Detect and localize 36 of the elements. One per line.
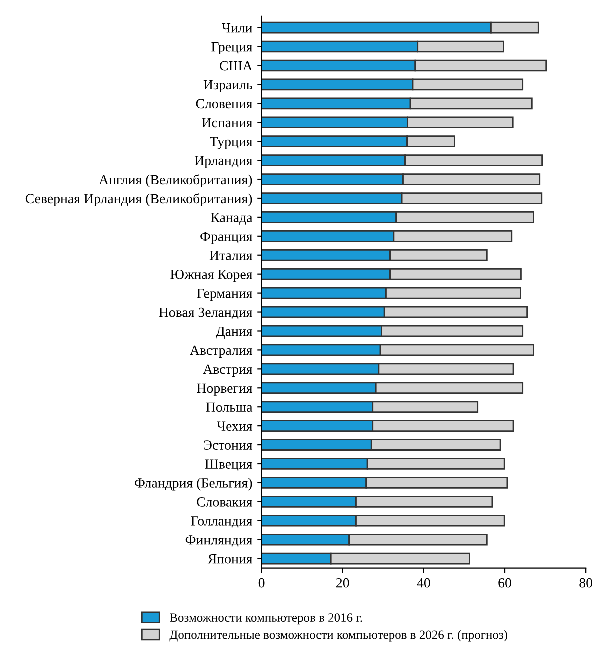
y-tick-label: Швеция: [205, 460, 253, 472]
y-tick-label: США: [220, 61, 253, 71]
y-tick-label: Англия (Великобритания): [99, 174, 252, 188]
y-tick-label: Франция: [200, 232, 253, 244]
y-tick-label: Италия: [210, 251, 253, 260]
y-tick-label: Испания: [202, 118, 253, 128]
y-tick-label: Фландрия (Бельгия): [135, 478, 252, 491]
y-tick-label: Германия: [197, 289, 253, 302]
y-tick-label: Польша: [206, 402, 253, 412]
y-tick-label: Чили: [222, 24, 252, 33]
y-tick-label: Норвегия: [197, 384, 253, 396]
y-tick-label: Новая Зеландия: [159, 308, 253, 320]
legend-label: Возможности компьютеров в 2016 г.: [170, 614, 362, 625]
y-tick-label: Австрия: [203, 364, 253, 377]
y-tick-label: Словения: [196, 99, 253, 109]
y-tick-label: Ирландия: [194, 156, 253, 168]
y-tick-label: Северная Ирландия (Великобритания): [26, 194, 252, 206]
x-tick-label: 0: [258, 578, 265, 588]
y-tick-label: Чехия: [217, 422, 253, 432]
y-tick-label: Канада: [211, 213, 253, 225]
y-tick-label: Израиль: [204, 80, 252, 92]
y-tick-label: Финляндия: [186, 536, 253, 548]
y-tick-label: Южная Корея: [170, 270, 253, 282]
y-tick-label: Голландия: [191, 516, 253, 528]
y-tick-label: Турция: [210, 137, 253, 150]
x-tick-label: 40: [417, 578, 430, 588]
x-tick-label: 20: [336, 578, 350, 588]
legend-label: Дополнительные возможности компьютеров в 2026 г. (прогноз): [170, 630, 508, 642]
y-tick-label: Греция: [212, 42, 253, 55]
y-tick-label: Австралия: [190, 346, 253, 358]
y-tick-label: Эстония: [204, 440, 253, 450]
y-tick-label: Словакия: [197, 498, 253, 507]
x-tick-label: 80: [580, 578, 592, 588]
y-tick-label: Япония: [208, 554, 253, 564]
x-tick-label: 60: [498, 578, 512, 588]
y-tick-label: Дания: [216, 326, 253, 340]
